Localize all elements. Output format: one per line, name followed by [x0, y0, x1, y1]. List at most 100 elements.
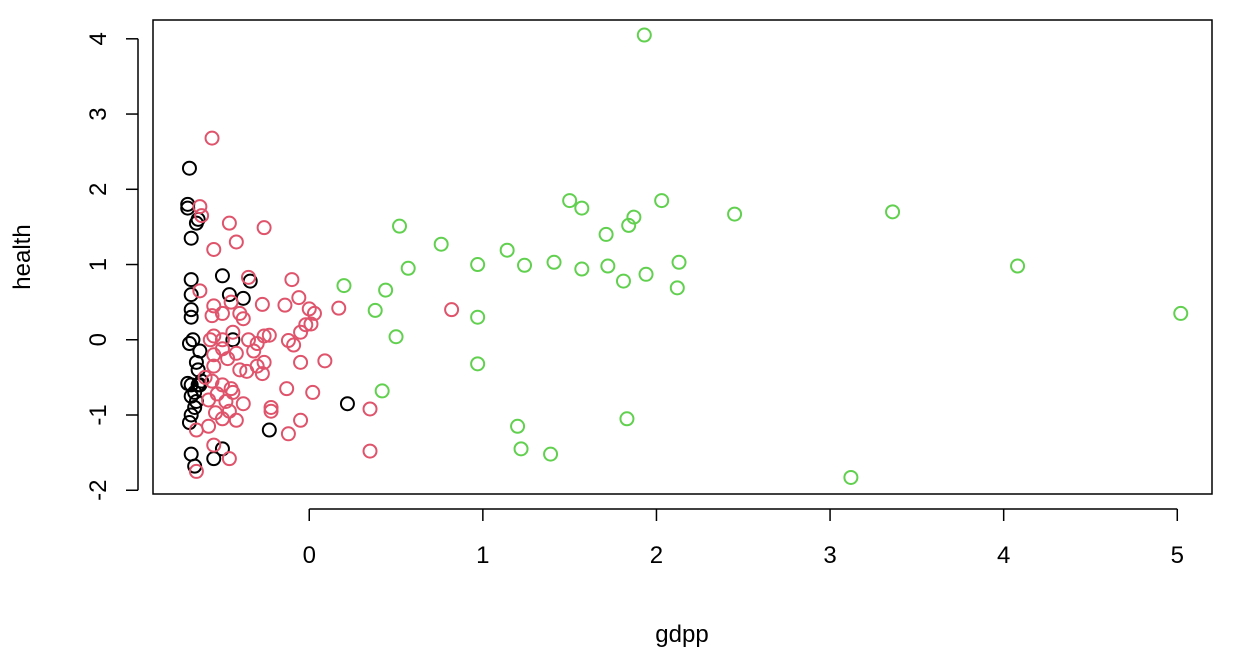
data-point [239, 363, 255, 379]
data-point [546, 254, 562, 270]
data-point [284, 272, 300, 288]
data-point [600, 258, 616, 274]
data-point [183, 407, 199, 423]
data-point [254, 296, 270, 312]
data-point [298, 317, 314, 333]
data-point [562, 193, 578, 209]
data-point [192, 199, 208, 215]
data-point [499, 242, 515, 258]
data-point [256, 328, 272, 344]
data-point [235, 311, 251, 327]
data-point [331, 300, 347, 316]
x-tick-label: 5 [1171, 542, 1184, 569]
data-point [225, 332, 241, 348]
data-point [192, 283, 208, 299]
data-point [181, 336, 197, 352]
data-point [228, 412, 244, 428]
data-point [574, 200, 590, 216]
data-point [188, 463, 204, 479]
data-point [317, 353, 333, 369]
data-point [305, 384, 321, 400]
data-point [228, 234, 244, 250]
y-tick-label: 4 [85, 32, 112, 45]
data-point [277, 297, 293, 313]
data-point [261, 327, 277, 343]
data-point [336, 278, 352, 294]
data-point [256, 220, 272, 236]
data-point [194, 208, 210, 224]
data-point [185, 332, 201, 348]
data-point [183, 446, 199, 462]
data-point [293, 412, 309, 428]
y-axis-title: health [9, 224, 36, 289]
data-point [183, 302, 199, 318]
data-point [621, 217, 637, 233]
data-point [293, 324, 309, 340]
data-point [636, 27, 652, 43]
data-point [223, 294, 239, 310]
data-point [206, 358, 222, 374]
data-point [400, 260, 416, 276]
data-point [232, 362, 248, 378]
data-point [615, 273, 631, 289]
data-point [202, 332, 218, 348]
data-point [206, 241, 222, 257]
data-point [293, 354, 309, 370]
data-point [183, 377, 199, 393]
data-point [225, 324, 241, 340]
x-tick-label: 1 [476, 542, 489, 569]
data-point [388, 329, 404, 345]
data-point [181, 415, 197, 431]
data-point [235, 290, 251, 306]
x-axis: 0 1 2 3 4 5 [303, 508, 1184, 569]
data-point [279, 381, 295, 397]
data-point [513, 441, 529, 457]
data-point [183, 287, 199, 303]
data-point [574, 261, 590, 277]
data-point [263, 403, 279, 419]
data-point [206, 451, 222, 467]
y-tick-label: 0 [85, 333, 112, 346]
data-point [201, 418, 217, 434]
data-point [221, 451, 237, 467]
data-point [598, 226, 614, 242]
data-point [517, 257, 533, 273]
data-point [510, 418, 526, 434]
data-point [254, 366, 270, 382]
data-point [240, 269, 256, 285]
data-point [221, 215, 237, 231]
data-point [374, 383, 390, 399]
data-point [261, 422, 277, 438]
data-point [263, 399, 279, 415]
data-point [183, 230, 199, 246]
data-point [362, 443, 378, 459]
data-point [214, 305, 230, 321]
data-point [378, 282, 394, 298]
plot-box [152, 19, 1213, 495]
data-point [671, 254, 687, 270]
data-point [206, 328, 222, 344]
y-tick-label: 2 [85, 183, 112, 196]
data-point [339, 396, 355, 412]
data-point [638, 266, 654, 282]
data-point [433, 236, 449, 252]
data-point [187, 384, 203, 400]
data-point [221, 287, 237, 303]
data-point [306, 305, 322, 321]
y-tick-label: 3 [85, 107, 112, 120]
data-point [214, 441, 230, 457]
x-axis-title: gdpp [655, 621, 708, 648]
data-point [470, 309, 486, 325]
data-point [214, 268, 230, 284]
data-point [1173, 305, 1189, 321]
data-point [626, 209, 642, 225]
data-point [669, 280, 685, 296]
data-point [619, 411, 635, 427]
data-point [204, 308, 220, 324]
data-point [183, 309, 199, 325]
data-point [218, 393, 234, 409]
y-tick-label: 1 [85, 258, 112, 271]
data-point [220, 351, 236, 367]
data-point [214, 332, 230, 348]
